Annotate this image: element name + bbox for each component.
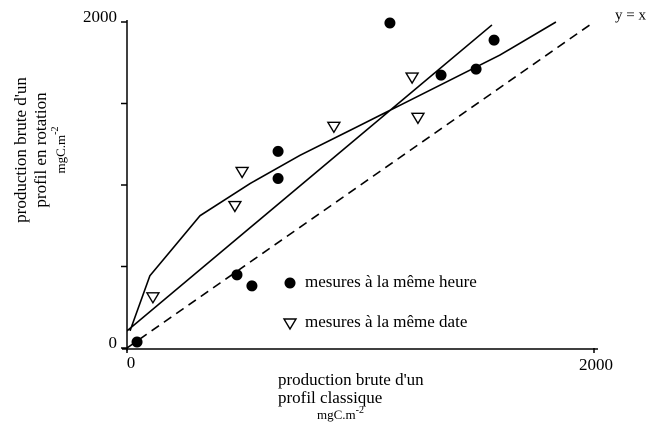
y-tick-label: 0 <box>109 333 118 352</box>
point <box>435 69 447 81</box>
fit-line <box>126 24 493 332</box>
legend-marker <box>284 277 296 289</box>
y-axis-unit: mgC.m-2 <box>50 127 68 174</box>
x-axis-title-line: profil classique <box>278 388 382 407</box>
x-axis-title-line: production brute d'un <box>278 370 424 389</box>
unit-base: mgC.m <box>53 135 68 174</box>
point <box>246 280 258 292</box>
legend-marker <box>282 318 298 331</box>
point <box>272 172 284 184</box>
y-axis-title-line: profil en rotation <box>31 92 50 208</box>
unit-exp: -2 <box>356 405 364 416</box>
point <box>231 269 243 281</box>
point <box>131 336 143 348</box>
x-axis-unit: mgC.m-2 <box>317 405 364 422</box>
point <box>326 121 342 134</box>
unit-base: mgC.m <box>317 407 356 422</box>
point <box>272 145 284 157</box>
y-axis-title: production brute d'un profil en rotation m… <box>11 77 68 223</box>
point <box>234 166 250 179</box>
point <box>145 292 161 305</box>
fit-line <box>126 21 595 349</box>
x-tick-label: 0 <box>127 353 136 372</box>
legend-label: mesures à la même heure <box>305 272 477 291</box>
point <box>404 72 420 85</box>
line-label: y = x <box>615 7 646 23</box>
y-axis-title-line: production brute d'un <box>11 77 30 223</box>
unit-exp: -2 <box>50 127 61 135</box>
point <box>227 200 243 213</box>
point <box>410 112 426 125</box>
point <box>384 17 396 29</box>
x-tick-label: 2000 <box>579 355 613 374</box>
legend-label: mesures à la même date <box>305 312 467 331</box>
point <box>470 63 482 75</box>
point <box>488 34 500 46</box>
y-tick-label: 2000 <box>83 7 117 26</box>
